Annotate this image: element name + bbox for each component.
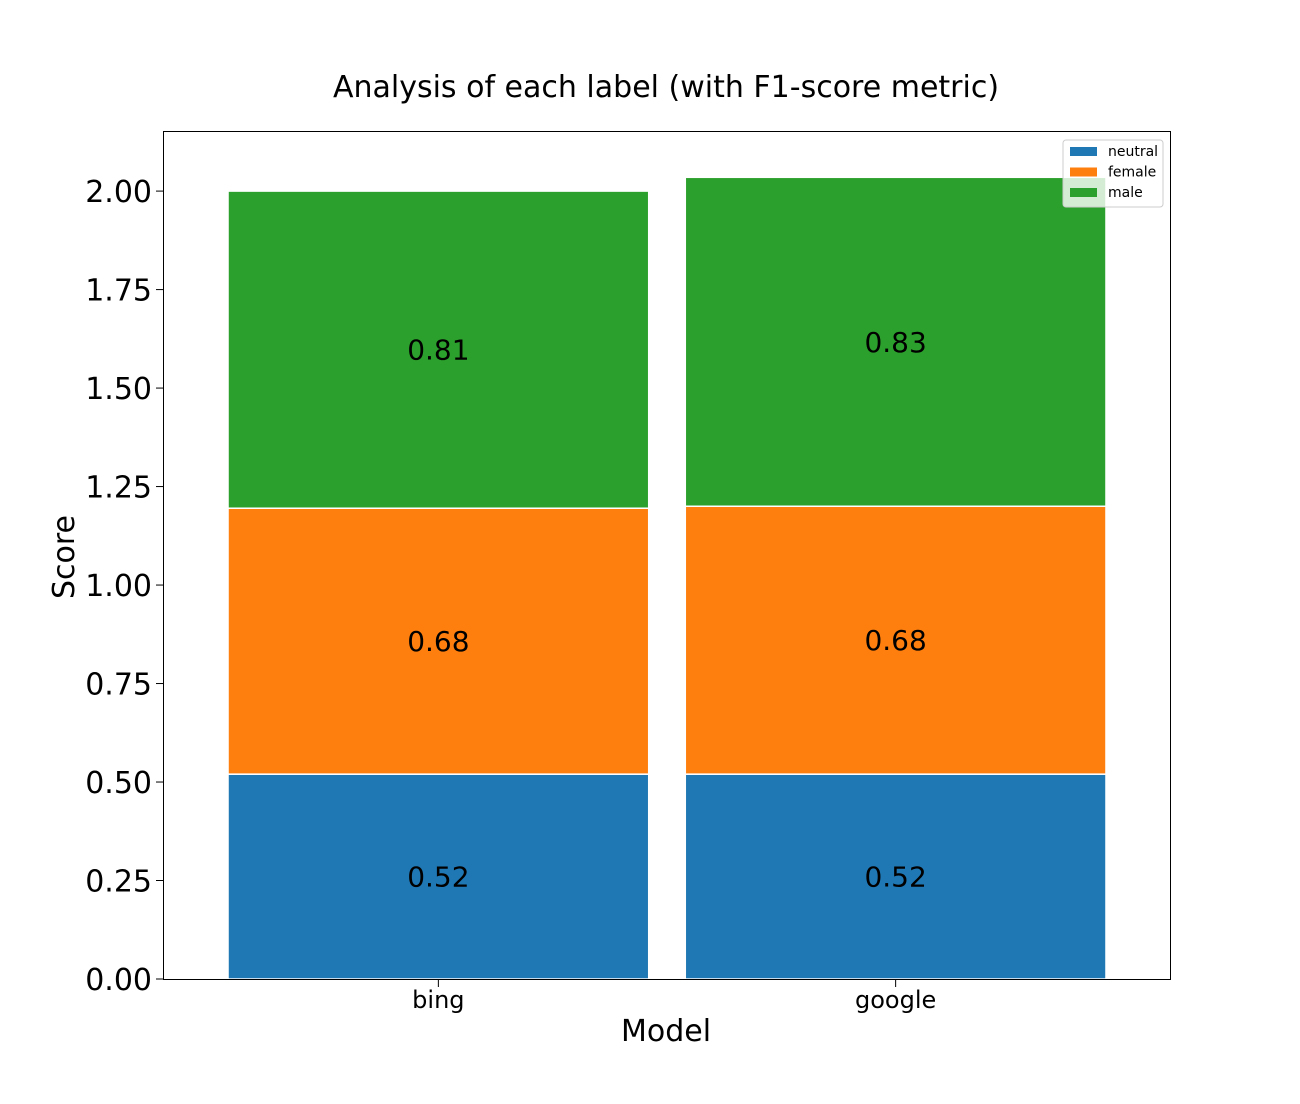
x-tick-label: google — [855, 986, 936, 1014]
legend-label-female: female — [1108, 165, 1156, 181]
bar-labels-layer: 0.52 0.68 0.81 0.52 0.68 0.83 — [407, 326, 927, 894]
y-tick-label: 2.00 — [85, 175, 152, 210]
y-tick-label: 1.00 — [85, 569, 152, 604]
y-tick-label: 0.75 — [85, 668, 152, 703]
data-label-female-bing: 0.68 — [407, 625, 469, 658]
legend-swatch-female — [1070, 167, 1097, 177]
legend-label-neutral: neutral — [1108, 144, 1158, 160]
x-tick-label: bing — [412, 986, 464, 1014]
bars-layer — [227, 176, 1107, 980]
data-label-neutral-google: 0.52 — [864, 861, 926, 894]
x-axis-label: Model — [621, 1014, 711, 1049]
data-label-male-google: 0.83 — [864, 326, 926, 359]
x-axis: bing google — [412, 979, 936, 1014]
bar-female-bing — [227, 507, 650, 775]
data-label-neutral-bing: 0.52 — [407, 861, 469, 894]
y-tick-label: 0.50 — [85, 766, 152, 801]
legend: neutral female male — [1062, 139, 1164, 208]
y-axis: 0.00 0.25 0.50 0.75 1.00 1.25 1.50 1.75 2.00 — [85, 175, 164, 998]
legend-label-male: male — [1108, 185, 1143, 201]
bar-female-google — [684, 505, 1107, 775]
chart-title: Analysis of each label (with F1-score me… — [333, 70, 999, 105]
y-tick-label: 0.25 — [85, 865, 152, 900]
y-axis-label: Score — [47, 515, 82, 599]
data-label-male-bing: 0.81 — [407, 334, 469, 367]
y-tick-label: 1.75 — [85, 274, 152, 309]
bar-male-google — [684, 176, 1107, 508]
plot-frame — [163, 131, 1171, 980]
data-label-female-google: 0.68 — [864, 624, 926, 657]
y-tick-label: 1.25 — [85, 471, 152, 506]
y-tick-label: 0.00 — [85, 963, 152, 998]
bar-male-bing — [227, 190, 650, 509]
bar-neutral-google — [684, 773, 1107, 980]
bar-neutral-bing — [227, 773, 650, 980]
legend-swatch-neutral — [1070, 147, 1097, 156]
y-tick-label: 1.50 — [85, 372, 152, 407]
legend-swatch-male — [1070, 188, 1097, 197]
